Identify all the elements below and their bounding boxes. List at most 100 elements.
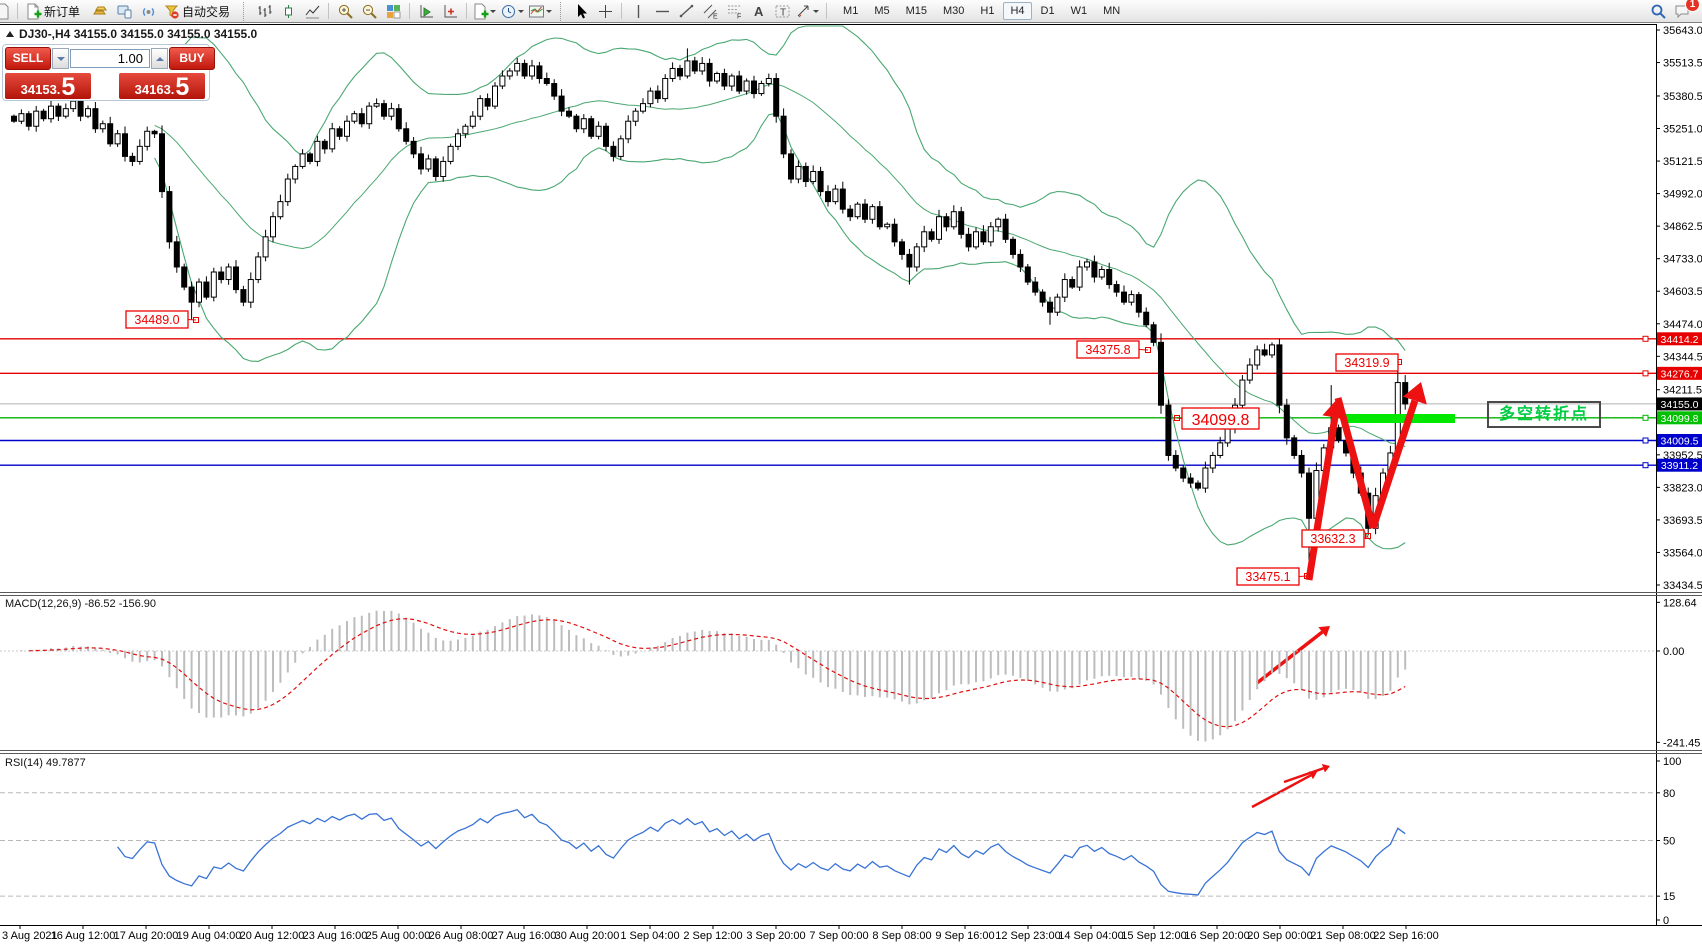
text-tool[interactable]: A xyxy=(747,1,769,21)
trend-arrow[interactable] xyxy=(1305,416,1339,581)
fibonacci-tool[interactable]: F xyxy=(723,1,745,21)
price-callout[interactable]: 34489.0 xyxy=(125,310,199,329)
auto-scroll-button[interactable] xyxy=(415,1,437,21)
dropdown-caret-icon[interactable] xyxy=(490,10,497,16)
candle xyxy=(714,72,720,82)
dropdown-caret-icon[interactable] xyxy=(518,10,525,16)
gold-button[interactable] xyxy=(89,1,111,21)
trend-arrow[interactable] xyxy=(1369,399,1419,530)
trend-arrow[interactable] xyxy=(1283,767,1324,784)
dropdown-caret-icon[interactable] xyxy=(813,10,820,16)
vertical-line-icon xyxy=(637,4,639,18)
new-order-button[interactable]: 新订单 xyxy=(23,1,87,21)
candle xyxy=(151,130,158,135)
annotation-pivot-text[interactable]: 多空转折点 xyxy=(1487,401,1601,428)
candle xyxy=(284,178,291,203)
volume-increase-button[interactable] xyxy=(151,48,168,69)
timeframe-h1[interactable]: H1 xyxy=(980,5,995,17)
level-line[interactable]: 34276.7 xyxy=(0,366,1702,381)
timeframe-d1[interactable]: D1 xyxy=(1040,5,1055,17)
candle xyxy=(344,120,350,137)
candlestick-button[interactable] xyxy=(277,1,299,21)
terminal-button[interactable] xyxy=(113,1,135,21)
trend-arrow[interactable] xyxy=(1251,774,1312,809)
line-chart-button[interactable] xyxy=(301,1,323,21)
price-callout[interactable]: 33632.3 xyxy=(1301,529,1371,548)
level-line[interactable]: 33911.2 xyxy=(0,458,1702,473)
svg-text:0: 0 xyxy=(1663,915,1669,927)
cursor-button[interactable] xyxy=(570,1,592,21)
volume-decrease-button[interactable] xyxy=(52,48,69,69)
candlestick-icon xyxy=(284,4,292,18)
text-label-tool[interactable]: T xyxy=(771,1,793,21)
trendline-tool[interactable] xyxy=(675,1,697,21)
tile-windows-button[interactable] xyxy=(382,1,404,21)
notifications-button[interactable]: 1 xyxy=(1671,0,1700,21)
timeframe-m1[interactable]: M1 xyxy=(843,5,859,17)
candle xyxy=(1002,218,1009,240)
timeframe-mn[interactable]: MN xyxy=(1103,5,1121,17)
svg-text:19 Aug 04:00: 19 Aug 04:00 xyxy=(177,930,242,942)
shapes-tool[interactable] xyxy=(795,1,821,21)
timeframe-m15[interactable]: M15 xyxy=(905,5,927,17)
svg-text:34155.0: 34155.0 xyxy=(1661,399,1699,411)
candle xyxy=(484,98,491,107)
zoom-out-button[interactable] xyxy=(358,1,380,21)
crosshair-button[interactable] xyxy=(594,1,616,21)
horizontal-line-icon xyxy=(655,10,669,12)
buy-price-box[interactable]: 34163. 5 xyxy=(119,73,205,100)
macd-label: MACD(12,26,9) -86.52 -156.90 xyxy=(5,598,157,610)
level-line[interactable]: 34414.2 xyxy=(0,332,1702,346)
candle xyxy=(181,266,188,288)
dropdown-caret-icon[interactable] xyxy=(546,10,553,16)
sell-price-box[interactable]: 34153. 5 xyxy=(5,73,91,100)
template-button[interactable] xyxy=(528,1,554,21)
price-callout[interactable]: 33475.1 xyxy=(1236,567,1310,586)
volume-input[interactable] xyxy=(70,49,150,68)
svg-text:33434.5: 33434.5 xyxy=(1663,580,1702,592)
candle xyxy=(1298,454,1305,474)
candle xyxy=(18,113,25,122)
timeframe-w1[interactable]: W1 xyxy=(1070,5,1088,17)
channel-tool[interactable]: E xyxy=(699,1,721,21)
bar-chart-button[interactable] xyxy=(253,1,275,21)
timeframe-h4[interactable]: H4 xyxy=(1003,2,1032,20)
collapse-triangle-icon[interactable] xyxy=(6,27,14,37)
chart-shift-button[interactable] xyxy=(439,1,461,21)
svg-text:21 Sep 08:00: 21 Sep 08:00 xyxy=(1310,930,1375,942)
candle xyxy=(1269,344,1275,356)
timeframe-m5[interactable]: M5 xyxy=(874,5,890,17)
candle xyxy=(1039,291,1046,303)
candle xyxy=(373,103,380,107)
svg-text:34603.5: 34603.5 xyxy=(1663,286,1702,298)
timeframe-m30[interactable]: M30 xyxy=(943,5,965,17)
pivot-zone-bar[interactable] xyxy=(1342,414,1455,423)
period-button[interactable] xyxy=(500,1,526,21)
svg-text:35513.5: 35513.5 xyxy=(1663,58,1702,70)
new-chart-button[interactable] xyxy=(472,1,498,21)
price-callout[interactable]: 34319.9 xyxy=(1335,353,1402,372)
price-callout[interactable]: 34099.8 xyxy=(1174,407,1260,430)
level-line[interactable]: 34155.0 xyxy=(0,397,1702,411)
svg-text:34211.5: 34211.5 xyxy=(1663,385,1702,397)
candle xyxy=(965,233,972,248)
buy-button[interactable]: BUY xyxy=(169,47,215,70)
sell-button[interactable]: SELL xyxy=(5,47,51,70)
candle xyxy=(987,226,994,243)
trend-arrow[interactable] xyxy=(1255,630,1324,685)
level-line[interactable]: 34009.5 xyxy=(0,433,1702,448)
vertical-line-tool[interactable] xyxy=(627,1,649,21)
zoom-in-button[interactable] xyxy=(334,1,356,21)
signal-button[interactable] xyxy=(137,1,159,21)
autotrade-button[interactable]: 自动交易 xyxy=(161,1,237,21)
line-chart-icon xyxy=(305,5,319,18)
trend-stroke[interactable] xyxy=(1334,397,1377,529)
horizontal-line-tool[interactable] xyxy=(651,1,673,21)
candle xyxy=(122,133,128,157)
notification-badge: 1 xyxy=(1685,0,1700,12)
price-callout[interactable]: 34375.8 xyxy=(1076,340,1151,359)
candle xyxy=(218,271,225,281)
search-button[interactable] xyxy=(1647,1,1669,21)
candle xyxy=(233,266,239,291)
